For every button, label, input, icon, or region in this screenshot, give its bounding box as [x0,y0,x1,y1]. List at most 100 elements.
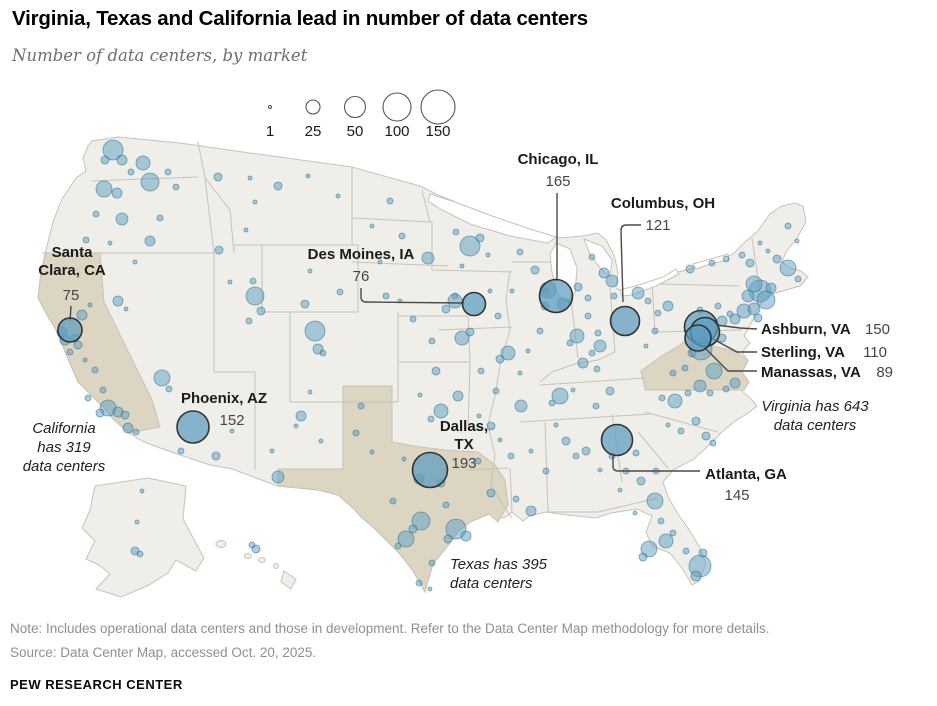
data-center-bubble [227,279,233,285]
data-center-bubble [144,235,156,247]
legend-value-label: 1 [266,123,274,140]
data-center-bubble [112,295,124,307]
data-center-bubble [741,289,755,303]
data-center-bubble [794,238,800,244]
data-center-bubble [352,429,360,437]
data-center-bubble [492,387,500,395]
data-center-bubble [136,550,144,558]
data-center-bubble [389,497,397,505]
data-center-bubble [165,385,173,393]
data-center-bubble [394,542,402,550]
data-center-bubble [82,357,88,363]
data-center-bubble [779,259,797,277]
data-center-bubble [684,389,692,397]
data-center-bubble [566,339,574,347]
data-center-bubble [485,252,491,258]
data-center-bubble [486,421,496,431]
data-center-bubble [729,377,741,389]
data-center-bubble [318,438,324,444]
legend-value-label: 100 [384,123,409,140]
lake-superior [427,193,558,244]
leader-line [620,224,641,303]
data-center-bubble [691,416,701,426]
source-text: Source: Data Center Map, accessed Oct. 2… [10,645,317,660]
data-center-bubble [516,248,524,256]
market-label: Phoenix, AZ [181,390,267,407]
data-center-bubble [95,180,113,198]
legend-circle [267,104,273,110]
data-center-bubble [729,313,741,325]
us-mainland-shape [37,136,809,594]
data-center-bubble [658,533,674,549]
legend-value-label: 150 [425,123,450,140]
data-center-bubble [722,385,730,393]
data-center-bubble [120,410,130,420]
data-center-bubble [745,275,763,293]
data-center-bubble [651,327,659,335]
market-bubble [176,410,210,444]
data-center-bubble [122,422,134,434]
data-center-bubble [530,265,540,275]
data-center-bubble [382,292,390,300]
data-center-bubble [685,264,695,274]
market-label: Atlanta, GA [705,466,787,483]
data-center-bubble [500,345,516,361]
data-center-bubble [495,354,505,364]
data-center-bubble [442,501,450,509]
data-center-bubble [690,570,702,582]
data-center-bubble [428,337,436,345]
data-center-bubble [139,488,145,494]
data-center-bubble [398,232,406,240]
market-value: 89 [876,364,893,381]
data-center-bubble [307,389,313,395]
legend-circle [305,99,321,115]
market-bubble [609,305,641,337]
data-center-bubble [669,529,677,537]
data-center-bubble [428,559,436,567]
data-center-bubble [319,349,327,357]
data-center-bubble [452,228,460,236]
data-center-bubble [528,448,534,454]
page-title: Virginia, Texas and California lead in n… [12,7,589,30]
data-center-bubble [213,172,223,182]
data-center-bubble [135,155,151,171]
data-center-bubble [408,524,418,534]
state-total-annotation: data centers [450,575,533,592]
data-center-bubble [256,306,266,316]
data-center-bubble [514,399,528,413]
data-center-bubble [91,366,99,374]
data-center-bubble [459,263,465,269]
market-value: 110 [863,344,887,361]
data-center-bubble [594,329,602,337]
data-center-bubble [617,487,623,493]
market-value: 152 [219,412,244,429]
market-value: 193 [451,455,476,472]
data-center-bubble [553,422,559,428]
data-center-bubble [377,259,383,265]
data-center-bubble [509,288,515,294]
data-center-bubble [494,312,502,320]
data-center-bubble [452,390,464,402]
data-center-bubble [87,302,93,308]
bubble-layer [56,139,802,592]
data-center-bubble [658,394,666,402]
data-center-bubble [665,422,671,428]
market-label: Santa [52,244,94,261]
data-center-bubble [411,511,431,531]
data-center-bubble [747,302,761,316]
data-center-bubble [716,315,728,327]
data-center-bubble [102,139,124,161]
data-center-bubble [597,467,603,473]
market-label: Chicago, IL [518,151,599,168]
market-value: 76 [353,268,370,285]
data-center-bubble [140,172,160,192]
data-center-bubble [447,293,463,309]
data-center-bubble [251,544,261,554]
data-center-bubble [551,387,569,405]
market-label: Ashburn, VA [761,321,851,338]
data-center-bubble [662,300,674,312]
market-label: Sterling, VA [761,344,845,361]
data-center-bubble [100,155,110,165]
chart-subtitle: Number of data centers, by market [12,46,308,65]
